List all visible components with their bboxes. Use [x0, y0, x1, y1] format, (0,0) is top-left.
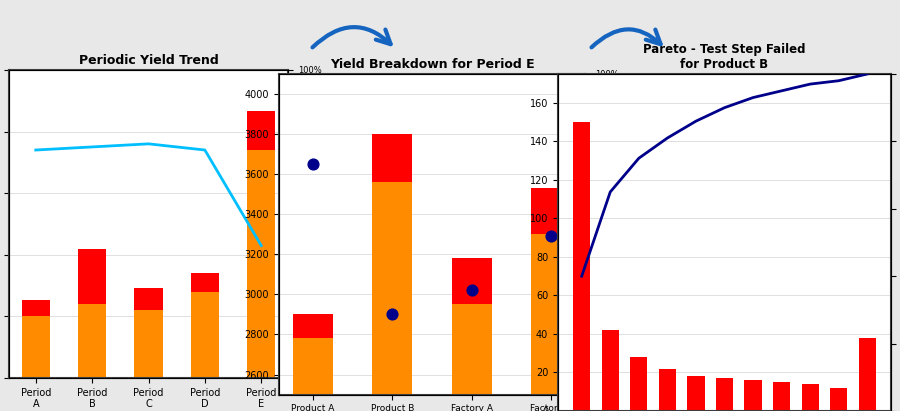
- Point: [544, 233, 558, 240]
- Bar: [688, 376, 705, 411]
- Point: [385, 311, 400, 318]
- Point: [306, 161, 320, 167]
- Title: Pareto - Test Step Failed
for Product B: Pareto - Test Step Failed for Product B: [644, 44, 806, 72]
- Bar: [773, 382, 790, 411]
- Bar: [191, 273, 219, 292]
- Bar: [373, 182, 412, 411]
- Bar: [292, 339, 333, 411]
- Bar: [716, 378, 733, 411]
- Bar: [248, 150, 275, 411]
- Bar: [134, 310, 163, 411]
- Bar: [859, 338, 876, 411]
- Bar: [744, 380, 761, 411]
- Bar: [531, 188, 572, 234]
- Point: [464, 287, 479, 293]
- Bar: [134, 288, 163, 310]
- Bar: [22, 300, 50, 316]
- Bar: [78, 249, 106, 304]
- Bar: [248, 111, 275, 150]
- Bar: [373, 134, 412, 182]
- Bar: [531, 234, 572, 411]
- Title: Periodic Yield Trend: Periodic Yield Trend: [78, 54, 219, 67]
- Bar: [452, 305, 491, 411]
- Bar: [602, 330, 619, 411]
- Bar: [292, 314, 333, 339]
- Bar: [630, 357, 647, 411]
- Bar: [802, 384, 819, 411]
- Bar: [573, 122, 590, 411]
- Title: Yield Breakdown for Period E: Yield Breakdown for Period E: [329, 58, 535, 72]
- Bar: [22, 316, 50, 411]
- Bar: [191, 292, 219, 411]
- Bar: [659, 369, 676, 411]
- Bar: [830, 388, 847, 411]
- Bar: [78, 304, 106, 411]
- Bar: [452, 259, 491, 305]
